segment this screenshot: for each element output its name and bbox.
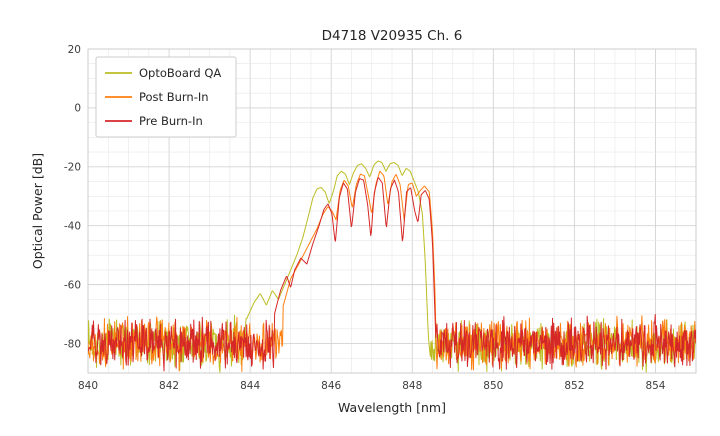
legend-label-pre-burn-in: Pre Burn-In bbox=[139, 114, 203, 128]
y-tick-label: -80 bbox=[64, 338, 81, 350]
y-tick-label: -60 bbox=[64, 279, 81, 291]
tick-layer: 840 842 844 846 848 850 852 854 20 0 -20 -40 -60 -80 bbox=[64, 44, 666, 392]
legend-box bbox=[95, 56, 237, 138]
plot-border bbox=[87, 48, 697, 374]
x-tick-label: 840 bbox=[78, 380, 98, 392]
x-axis-label: Wavelength [nm] bbox=[338, 400, 446, 415]
x-tick-label: 848 bbox=[402, 380, 422, 392]
y-tick-label: 0 bbox=[74, 103, 81, 115]
series-line-pre-burn-in bbox=[88, 177, 696, 372]
x-tick-label: 852 bbox=[564, 380, 584, 392]
legend: OptoBoard QA Post Burn-In Pre Burn-In bbox=[95, 56, 237, 138]
x-tick-label: 850 bbox=[483, 380, 503, 392]
chart-title: D4718 V20935 Ch. 6 bbox=[322, 28, 463, 44]
x-tick-label: 842 bbox=[159, 380, 179, 392]
x-tick-label: 854 bbox=[645, 380, 665, 392]
legend-label-post-burn-in: Post Burn-In bbox=[139, 90, 209, 104]
y-tick-label: -40 bbox=[64, 221, 81, 233]
y-axis-label: Optical Power [dB] bbox=[30, 153, 45, 269]
x-tick-label: 846 bbox=[321, 380, 341, 392]
y-tick-label: -20 bbox=[64, 162, 81, 174]
series-layer bbox=[88, 160, 696, 373]
x-tick-label: 844 bbox=[240, 380, 260, 392]
legend-label-optoboard-qa: OptoBoard QA bbox=[139, 66, 221, 80]
y-tick-label: 20 bbox=[68, 44, 81, 56]
